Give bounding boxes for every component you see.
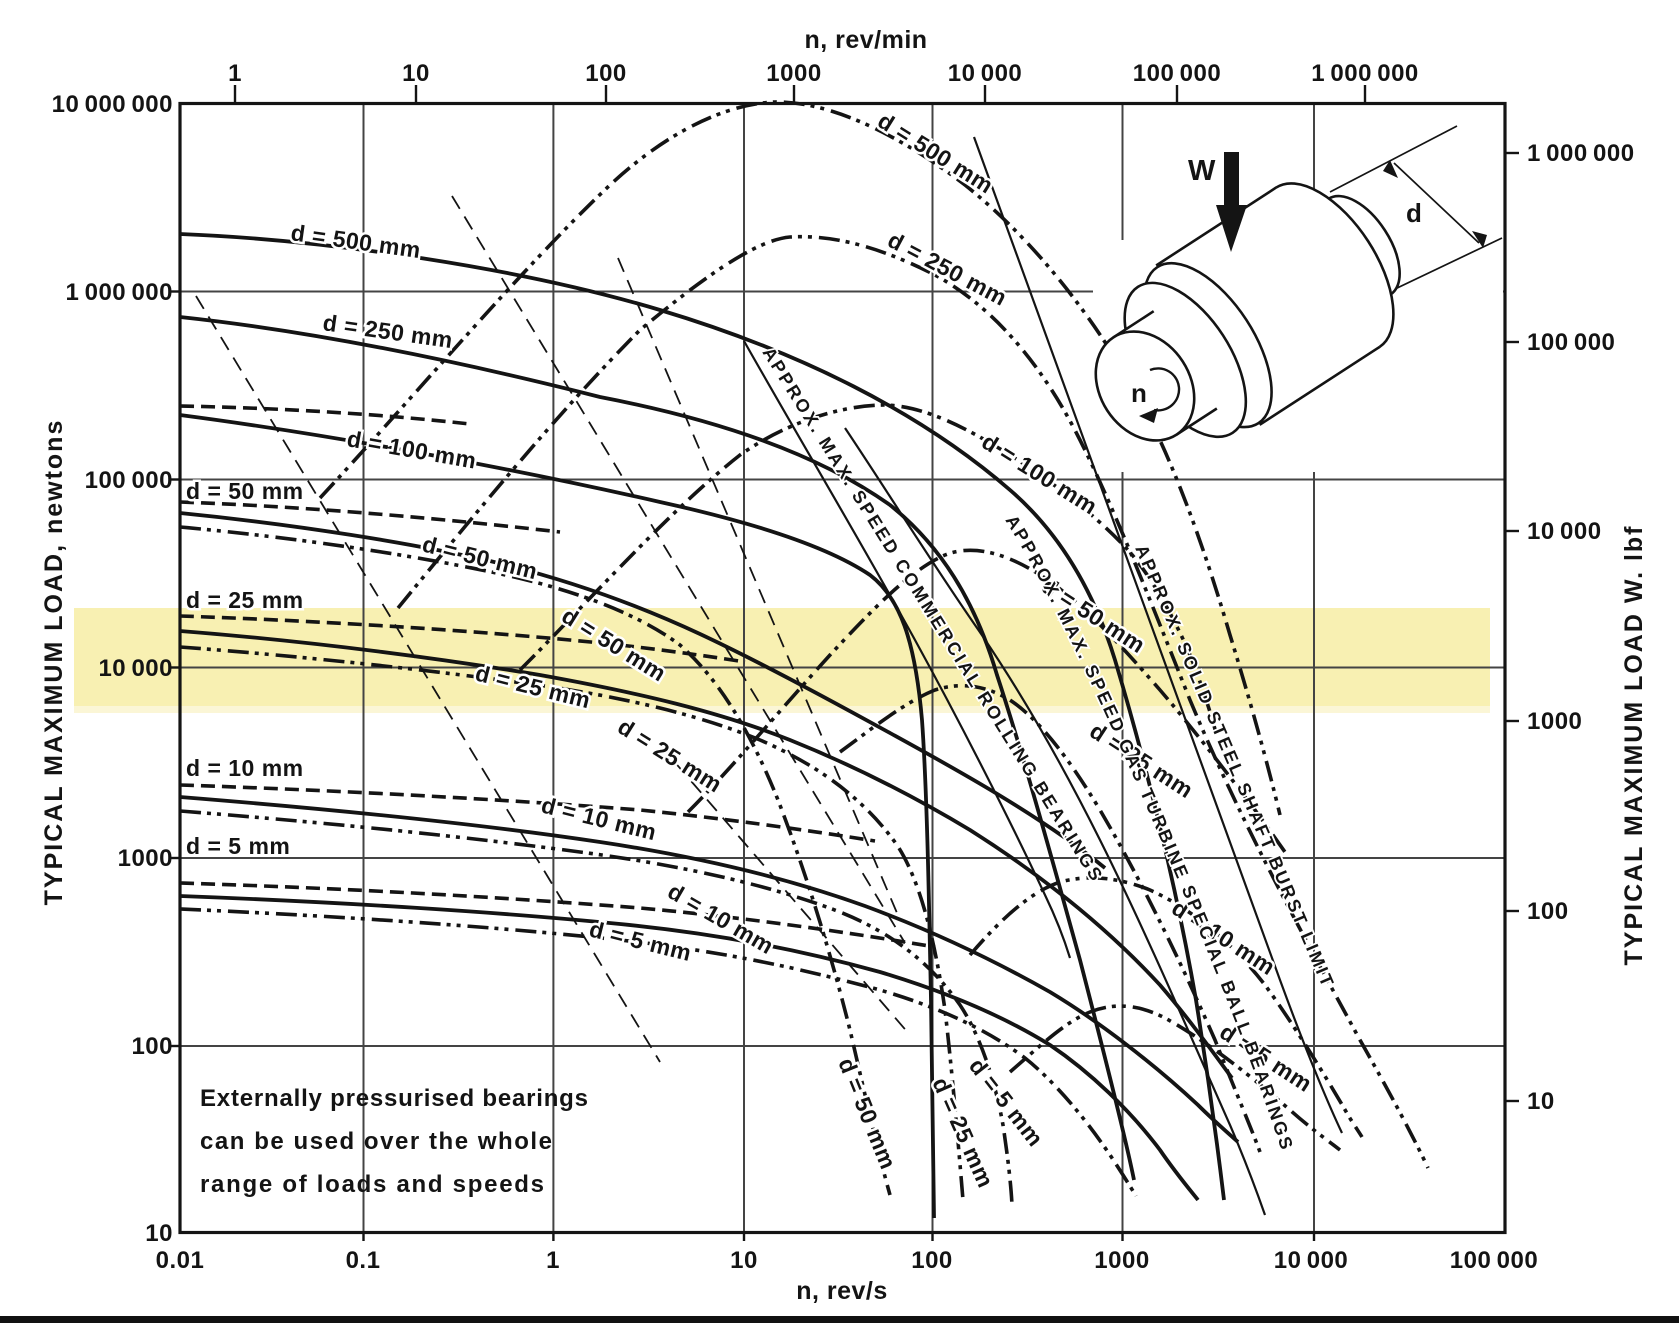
svg-text:can be used over the whole: can be used over the whole: [200, 1128, 552, 1155]
svg-text:TYPICAL MAXIMUM LOAD, newtons: TYPICAL MAXIMUM LOAD, newtons: [40, 419, 68, 906]
svg-text:n, rev/s: n, rev/s: [796, 1277, 888, 1305]
svg-text:10 000: 10 000: [1527, 518, 1602, 545]
svg-text:d = 5 mm: d = 5 mm: [186, 833, 290, 859]
svg-text:1: 1: [228, 60, 242, 87]
svg-text:1 000 000: 1 000 000: [65, 279, 173, 306]
svg-text:TYPICAL MAXIMUM LOAD W. lbf: TYPICAL MAXIMUM LOAD W. lbf: [1620, 524, 1648, 965]
svg-text:100 000: 100 000: [1133, 60, 1221, 87]
svg-text:n: n: [1131, 378, 1147, 408]
svg-text:n, rev/min: n, rev/min: [804, 26, 927, 54]
svg-text:100: 100: [131, 1033, 173, 1060]
svg-text:1 000 000: 1 000 000: [1527, 140, 1635, 167]
svg-text:10: 10: [145, 1220, 173, 1247]
svg-text:100 000: 100 000: [1450, 1247, 1538, 1274]
svg-text:10 000: 10 000: [1274, 1247, 1349, 1274]
svg-text:1000: 1000: [766, 60, 821, 87]
svg-text:100: 100: [911, 1247, 953, 1274]
svg-text:100: 100: [585, 60, 627, 87]
svg-text:100 000: 100 000: [1527, 329, 1615, 356]
svg-text:100 000: 100 000: [85, 467, 173, 494]
svg-text:1 000 000: 1 000 000: [1311, 60, 1419, 87]
svg-text:10: 10: [1527, 1088, 1555, 1115]
svg-text:d = 25 mm: d = 25 mm: [186, 587, 304, 613]
svg-text:0.1: 0.1: [346, 1247, 381, 1274]
svg-text:1000: 1000: [118, 845, 173, 872]
svg-text:0.01: 0.01: [156, 1247, 205, 1274]
svg-text:10 000: 10 000: [948, 60, 1023, 87]
svg-text:d: d: [1406, 198, 1422, 228]
svg-text:100: 100: [1527, 898, 1569, 925]
svg-text:1: 1: [546, 1247, 560, 1274]
svg-text:10 000 000: 10 000 000: [52, 91, 173, 118]
svg-text:Externally pressurised bearing: Externally pressurised bearings: [200, 1085, 588, 1112]
svg-text:10: 10: [402, 60, 430, 87]
svg-text:W: W: [1188, 155, 1216, 187]
svg-text:d = 50 mm: d = 50 mm: [186, 478, 304, 504]
svg-text:10 000: 10 000: [98, 655, 173, 682]
svg-text:1000: 1000: [1094, 1247, 1149, 1274]
svg-text:1000: 1000: [1527, 708, 1582, 735]
svg-text:10: 10: [730, 1247, 758, 1274]
svg-text:d = 10 mm: d = 10 mm: [186, 755, 304, 781]
